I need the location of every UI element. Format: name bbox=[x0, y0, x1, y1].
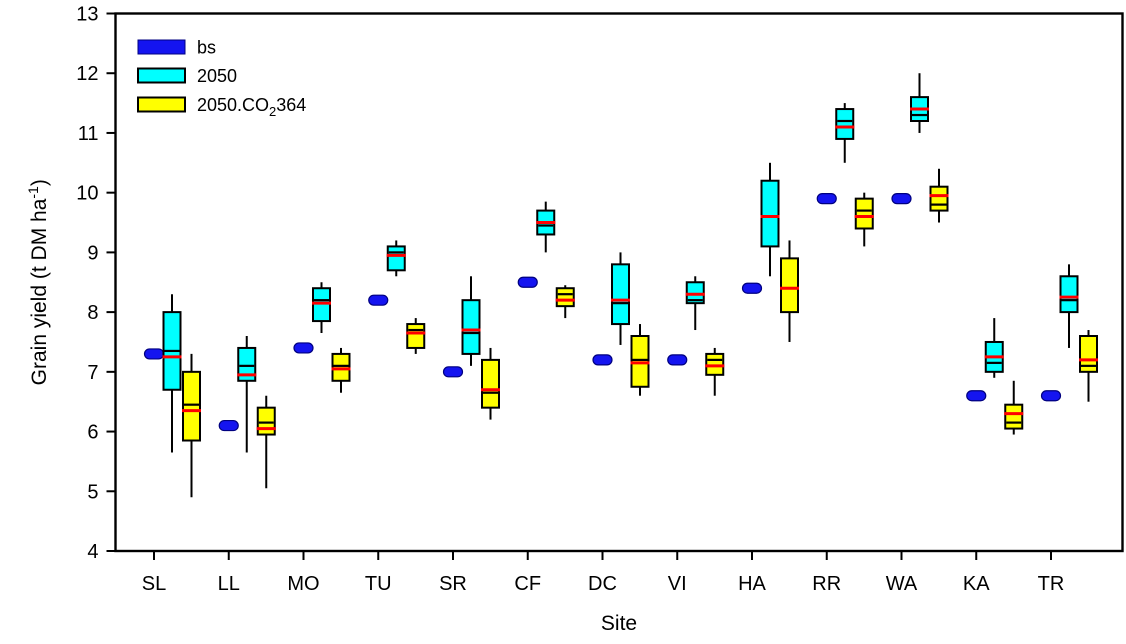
y-axis-tick-label: 8 bbox=[87, 302, 98, 324]
legend-swatch-2050.CO2364 bbox=[137, 96, 186, 113]
bs-dash-marker bbox=[293, 342, 314, 354]
y-axis-tick-label: 5 bbox=[87, 481, 98, 503]
y-axis-title-text: Grain yield (t DM ha bbox=[28, 198, 51, 385]
x-axis-tick-label: CF bbox=[514, 573, 541, 595]
legend-label-text: 364 bbox=[276, 95, 306, 115]
bs-dash-marker bbox=[667, 354, 688, 366]
bs-dash-marker bbox=[442, 366, 464, 378]
box-2050 bbox=[835, 108, 855, 140]
box-2050 bbox=[760, 179, 780, 248]
y-axis-tick-label: 6 bbox=[87, 422, 98, 444]
bs-dash-marker bbox=[891, 193, 912, 205]
y-axis-title: Grain yield (t DM ha-1) bbox=[25, 179, 51, 385]
bs-dash-marker bbox=[741, 282, 763, 294]
y-axis-tick-label: 11 bbox=[78, 123, 99, 145]
legend-label-text: 2050.CO bbox=[197, 95, 269, 115]
legend-swatch-2050 bbox=[137, 67, 186, 84]
bs-dash-marker bbox=[517, 276, 538, 288]
x-axis-tick-label: MO bbox=[287, 573, 319, 595]
box-2050.CO2364 bbox=[182, 370, 201, 442]
box-2050.CO2364 bbox=[1079, 335, 1098, 373]
y-axis-tick-label: 10 bbox=[76, 183, 98, 205]
x-axis-tick-label: VI bbox=[668, 573, 687, 595]
x-axis-tick-label: SL bbox=[142, 573, 166, 595]
plot-frame bbox=[114, 12, 1124, 553]
bs-dash-marker bbox=[368, 294, 389, 306]
bs-dash-marker bbox=[966, 390, 987, 402]
legend-label-subscript: 2 bbox=[269, 104, 276, 119]
x-axis-tick-label: TU bbox=[365, 573, 392, 595]
x-axis-tick-label: LL bbox=[218, 573, 240, 595]
bs-dash-marker bbox=[143, 348, 165, 360]
y-axis-tick-label: 13 bbox=[76, 4, 98, 26]
y-axis-tick-label: 9 bbox=[87, 242, 98, 264]
x-axis-tick-label: DC bbox=[588, 573, 617, 595]
x-axis-tick-label: TR bbox=[1038, 573, 1065, 595]
box-2050 bbox=[1059, 275, 1079, 314]
y-axis-tick-label: 7 bbox=[87, 362, 98, 384]
y-axis-tick-label: 12 bbox=[76, 63, 98, 85]
box-2050.CO2364 bbox=[406, 323, 426, 349]
x-axis-tick-label: KA bbox=[963, 573, 990, 595]
legend-swatch-bs bbox=[137, 39, 186, 55]
box-2050.CO2364 bbox=[929, 185, 949, 212]
box-2050.CO2364 bbox=[555, 287, 575, 308]
y-axis-title-text: ) bbox=[28, 179, 51, 186]
x-axis-tick-label: RR bbox=[812, 573, 841, 595]
legend-label-2050.CO2364: 2050.CO2364 bbox=[197, 95, 306, 119]
bs-dash-marker bbox=[816, 193, 837, 205]
box-2050.CO2364 bbox=[481, 358, 500, 409]
box-2050.CO2364 bbox=[854, 197, 874, 230]
x-axis-tick-label: SR bbox=[439, 573, 467, 595]
box-2050 bbox=[461, 299, 481, 355]
box-2050 bbox=[237, 346, 257, 382]
legend-label-bs: bs bbox=[197, 38, 216, 58]
box-2050.CO2364 bbox=[256, 406, 276, 436]
y-axis-title-superscript: -1 bbox=[25, 186, 41, 199]
bs-dash-marker bbox=[592, 354, 613, 366]
box-2050.CO2364 bbox=[780, 257, 799, 314]
box-2050.CO2364 bbox=[1004, 403, 1024, 430]
box-2050 bbox=[386, 245, 406, 272]
x-axis-tick-label: HA bbox=[738, 573, 766, 595]
bs-dash-marker bbox=[1040, 390, 1062, 402]
bs-dash-marker bbox=[218, 419, 239, 432]
legend-label-2050: 2050 bbox=[197, 66, 237, 86]
y-axis-tick-label: 4 bbox=[87, 541, 98, 563]
box-2050 bbox=[611, 263, 630, 326]
x-axis-tick-label: WA bbox=[886, 573, 918, 595]
x-axis-title: Site bbox=[601, 612, 637, 635]
